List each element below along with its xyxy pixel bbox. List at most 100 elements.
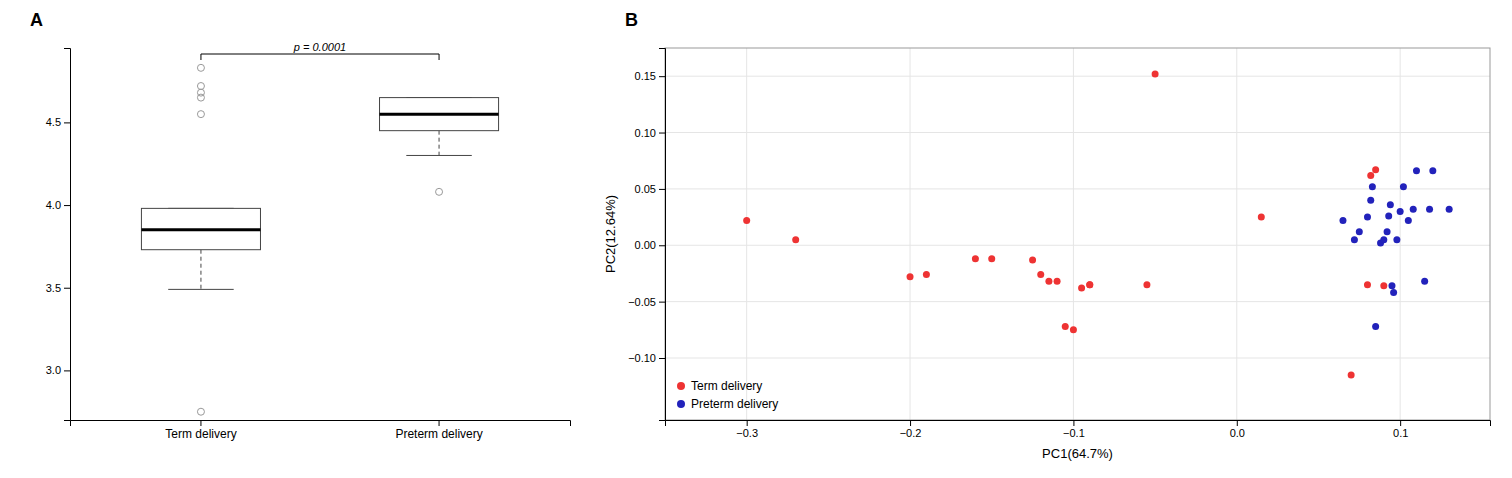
tick: −0.10 <box>628 352 665 364</box>
grid-line <box>665 358 1490 359</box>
tick: 0.10 <box>635 127 665 139</box>
point <box>792 236 799 243</box>
point <box>1400 183 1407 190</box>
tick: 4.5 <box>46 116 70 128</box>
x-axis: Term delivery Preterm delivery <box>71 420 571 441</box>
tick-mark <box>64 205 70 206</box>
tick: 0.05 <box>635 183 665 195</box>
tick-mark <box>1237 420 1238 426</box>
point <box>1429 167 1436 174</box>
point <box>1367 197 1374 204</box>
point <box>1393 236 1400 243</box>
tick: 0.1 <box>1393 420 1408 439</box>
tick-mark <box>659 133 665 134</box>
point <box>1078 285 1085 292</box>
legend-label: Preterm delivery <box>691 397 778 411</box>
point <box>1364 281 1371 288</box>
point <box>1367 172 1374 179</box>
point <box>1351 236 1358 243</box>
point <box>1372 166 1379 173</box>
p-value-bracket <box>201 54 439 60</box>
tick: −0.3 <box>736 420 758 439</box>
grid-line <box>746 48 747 420</box>
x-axis: −0.3 −0.2 −0.1 0.0 0.1 <box>666 420 1491 439</box>
tick: 4.0 <box>46 199 70 211</box>
tick-label: 0.15 <box>635 70 656 82</box>
plot-frame <box>665 48 1490 420</box>
point <box>1364 214 1371 221</box>
points <box>743 70 1452 378</box>
tick-label: −0.10 <box>628 352 656 364</box>
tick: −0.05 <box>628 296 665 308</box>
tick-mark <box>659 189 665 190</box>
grid <box>665 48 1490 420</box>
point <box>1029 256 1036 263</box>
outlier <box>197 64 204 71</box>
point <box>1356 228 1363 235</box>
outlier <box>197 89 204 96</box>
point <box>1388 282 1395 289</box>
y-axis-title: PC2(12.64%) <box>603 195 618 273</box>
legend-label: Term delivery <box>691 379 762 393</box>
box-group <box>380 98 499 196</box>
tick-label: −0.2 <box>900 427 922 439</box>
legend: Term delivery Preterm delivery <box>677 379 778 411</box>
tick-mark <box>910 420 911 426</box>
point <box>1384 228 1391 235</box>
point <box>1410 206 1417 213</box>
tick-label: 3.0 <box>46 364 61 376</box>
grid-line <box>665 245 1490 246</box>
tick-label: 3.5 <box>46 282 61 294</box>
tick-label: 0.05 <box>635 183 656 195</box>
tick-label: Term delivery <box>165 427 236 441</box>
tick-label: 0.00 <box>635 239 656 251</box>
point <box>1426 206 1433 213</box>
point <box>1045 278 1052 285</box>
tick-mark <box>64 122 70 123</box>
point <box>1372 323 1379 330</box>
outlier <box>436 188 443 195</box>
figure: 3.0 3.5 4.0 4.5 Term delivery Preterm deliver… <box>0 0 1512 478</box>
tick-label: Preterm delivery <box>395 427 482 441</box>
tick-mark <box>659 358 665 359</box>
grid-line <box>665 132 1490 133</box>
whisker-cap <box>406 155 471 156</box>
tick: 0.00 <box>635 239 665 251</box>
whisker <box>200 250 201 290</box>
y-axis: −0.10 −0.05 0.00 0.05 0.10 0.15 <box>628 49 665 421</box>
tick: 0.15 <box>635 70 665 82</box>
point <box>1390 289 1397 296</box>
grid-line <box>665 188 1490 189</box>
grid-line <box>665 76 1490 77</box>
point <box>988 255 995 262</box>
series <box>743 70 1387 378</box>
legend-marker <box>677 400 685 408</box>
series <box>1339 167 1452 330</box>
tick: 3.0 <box>46 364 70 376</box>
tick-label: 0.10 <box>635 127 656 139</box>
tick: Preterm delivery <box>395 420 482 441</box>
grid-line <box>1400 48 1401 420</box>
point <box>1062 323 1069 330</box>
boxes <box>141 64 498 415</box>
outlier <box>197 111 204 118</box>
axis-line <box>71 421 571 427</box>
tick-mark <box>64 288 70 289</box>
tick-label: −0.1 <box>1063 427 1085 439</box>
tick-label: 4.0 <box>46 199 61 211</box>
point <box>923 271 930 278</box>
panel-title: B <box>625 10 638 30</box>
tick-label: 0.0 <box>1230 427 1245 439</box>
point <box>1446 206 1453 213</box>
point <box>1143 281 1150 288</box>
tick: −0.1 <box>1063 420 1085 439</box>
axis-line <box>64 49 71 421</box>
box <box>141 208 260 249</box>
box <box>380 98 499 131</box>
grid-line <box>1236 48 1237 420</box>
median <box>141 228 260 231</box>
tick: Term delivery <box>165 420 236 441</box>
point <box>1037 271 1044 278</box>
point <box>1369 183 1376 190</box>
point <box>1086 281 1093 288</box>
